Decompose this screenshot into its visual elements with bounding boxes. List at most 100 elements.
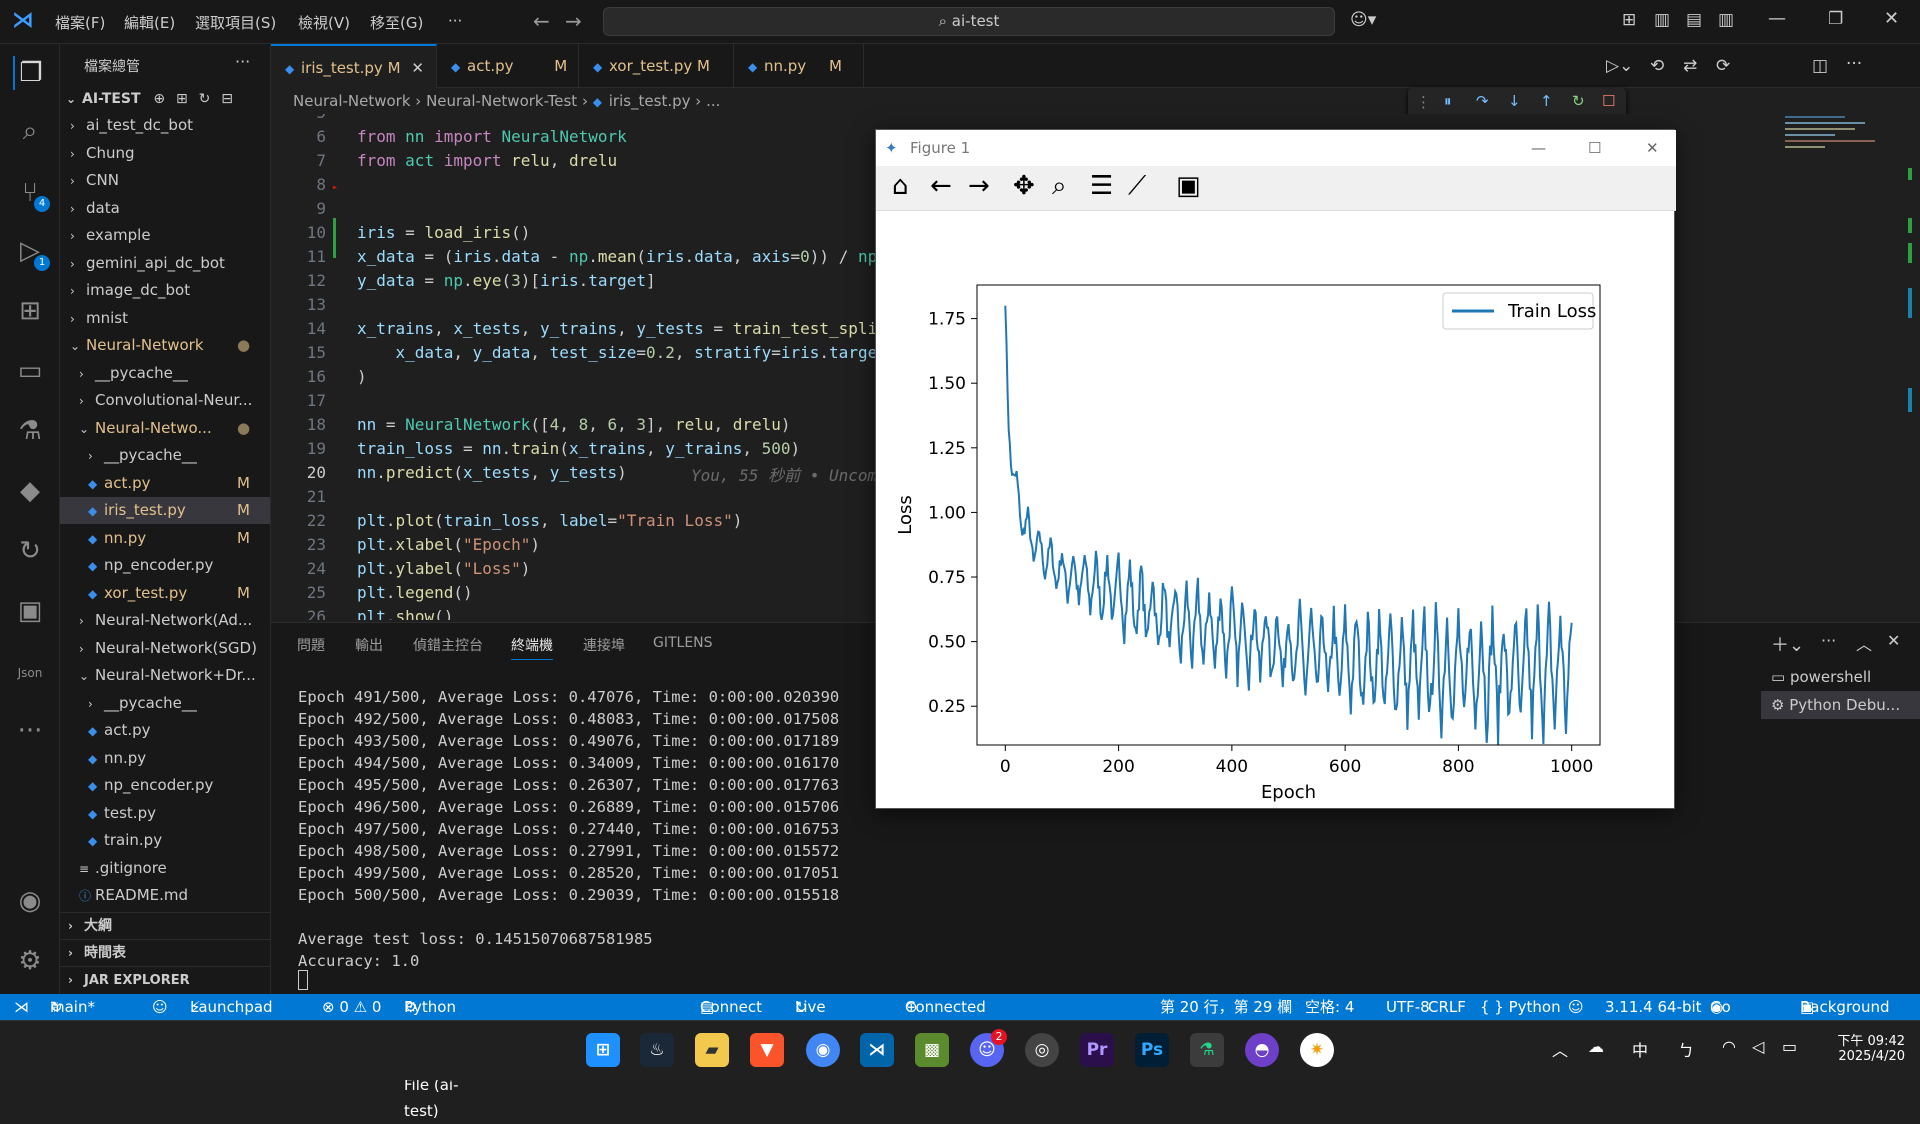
panel-more-icon[interactable]: ··· [1821, 631, 1837, 650]
premiere-icon[interactable]: Pr [1080, 1033, 1114, 1067]
tree-item[interactable]: ≡ .gitignore [60, 855, 270, 882]
python-launcher-icon[interactable]: ✷ [1300, 1033, 1334, 1067]
new-folder-icon[interactable]: ⊞ [176, 91, 188, 107]
tab-problems[interactable]: 問題 [297, 638, 325, 654]
minimize-window-icon[interactable]: — [1768, 8, 1786, 29]
menu-edit[interactable]: 編輯(E) [124, 14, 176, 32]
tree-item[interactable]: › Convolutional-Neur... [60, 387, 270, 414]
tree-item[interactable]: ◆ act.py M [60, 470, 270, 497]
toggle-secondary-sidebar-icon[interactable]: ▥ [1718, 10, 1735, 30]
copilot-status2-icon[interactable]: ☺ [1568, 998, 1584, 1016]
settings-gear-icon[interactable]: ⚙ [18, 946, 42, 976]
more-actions-icon[interactable]: ··· [1846, 54, 1863, 74]
menu-selection[interactable]: 選取項目(S) [195, 14, 277, 32]
restart-icon[interactable]: ↻ [1572, 92, 1585, 110]
compare-icon[interactable]: ⇄ [1683, 56, 1698, 76]
windows-start-icon[interactable]: ⊞ [586, 1033, 620, 1067]
more-views-icon[interactable]: ··· [17, 716, 43, 746]
refresh-icon[interactable]: ↻ [198, 91, 211, 107]
extensions-icon[interactable]: ⊞ [19, 296, 41, 326]
breadcrumb-item[interactable]: Neural-Network-Test [426, 92, 578, 110]
terminal-item-python-debug[interactable]: ⚙ Python Debu... [1761, 691, 1920, 719]
maximize-panel-icon[interactable]: ︿ [1856, 635, 1873, 654]
tree-item[interactable]: ◆ train.py [60, 827, 270, 854]
workspace-root[interactable]: ⌄ AI-TEST ⊕ ⊞ ↻ ⊟ [60, 86, 270, 112]
edit-axis-icon[interactable]: ⟋ [1128, 171, 1147, 201]
tab-xor-test[interactable]: ◆ xor_test.py M [579, 44, 734, 88]
cursor-position[interactable]: 第 20 行，第 29 欄 [1160, 998, 1293, 1016]
problems-indicator[interactable]: ⊗ 0 ⚠ 0 [322, 998, 382, 1016]
tree-item[interactable]: › example [60, 222, 270, 249]
jar-explorer-section[interactable]: › JAR EXPLORER [60, 966, 270, 993]
tree-item[interactable]: ◆ nn.py [60, 745, 270, 772]
tree-item[interactable]: ◆ act.py [60, 717, 270, 744]
discord-icon[interactable]: ☺ [970, 1033, 1004, 1067]
timeline-icon[interactable]: ⟲ [1650, 56, 1665, 76]
tab-output[interactable]: 輸出 [355, 638, 383, 654]
account-icon[interactable]: ◉ [18, 886, 42, 916]
tree-item[interactable]: › __pycache__ [60, 690, 270, 717]
tree-item[interactable]: ◆ test.py [60, 800, 270, 827]
remote-explorer-icon[interactable]: ▭ [17, 356, 43, 386]
copilot-icon[interactable]: ☺▾ [1350, 10, 1377, 30]
tree-item[interactable]: ⓘ README.md [60, 882, 270, 909]
menu-more[interactable]: ··· [448, 12, 463, 30]
close-panel-icon[interactable]: ✕ [1887, 631, 1901, 650]
figure-minimize-icon[interactable]: — [1531, 139, 1546, 157]
tray-chevron-icon[interactable]: ︿ [1552, 1041, 1569, 1060]
tree-item[interactable]: › ai_test_dc_bot [60, 112, 270, 139]
tree-item[interactable]: › __pycache__ [60, 360, 270, 387]
clock[interactable]: 下午 09:42 2025/4/20 [1825, 1030, 1905, 1064]
menu-view[interactable]: 檢視(V) [298, 14, 350, 32]
forward-icon[interactable]: → [968, 171, 990, 201]
figure-title-bar[interactable]: ✦ Figure 1 — ☐ ✕ [876, 130, 1676, 166]
ime-indicator[interactable]: 中 [1632, 1041, 1649, 1060]
step-out-icon[interactable]: ↑ [1540, 92, 1553, 110]
tree-item[interactable]: › __pycache__ [60, 442, 270, 469]
encoding[interactable]: UTF-8 [1386, 998, 1430, 1016]
github-desktop-icon[interactable]: ◓ [1245, 1033, 1279, 1067]
tree-item[interactable]: ⌄ Neural-Netwo... ● [60, 415, 270, 442]
tab-gitlens[interactable]: GITLENS [653, 635, 713, 651]
pause-icon[interactable]: ⏸ [1444, 92, 1452, 110]
command-center-search[interactable]: ⌕ ai-test [603, 7, 1335, 36]
tree-item[interactable]: ⌄ Neural-Network ● [60, 332, 270, 359]
language-mode[interactable]: { } Python [1480, 998, 1561, 1016]
photoshop-icon[interactable]: Ps [1135, 1033, 1169, 1067]
home-icon[interactable]: ⌂ [892, 171, 909, 201]
terminal-item-powershell[interactable]: ▭ powershell [1761, 663, 1920, 691]
configure-subplots-icon[interactable]: ☰ [1090, 171, 1114, 201]
obs-icon[interactable]: ◎ [1025, 1033, 1059, 1067]
tree-item[interactable]: › image_dc_bot [60, 277, 270, 304]
minimap[interactable] [1785, 114, 1905, 194]
tree-item[interactable]: ◆ nn.py M [60, 525, 270, 552]
back-arrow-icon[interactable]: ← [533, 9, 550, 33]
vscode-taskbar-icon[interactable]: ⋊ [860, 1033, 894, 1067]
tree-item[interactable]: ⌄ Neural-Network+Dr... [60, 662, 270, 689]
chrome-icon[interactable]: ◉ [806, 1033, 840, 1067]
outline-section[interactable]: › 大綱 [60, 912, 270, 939]
wifi-icon[interactable]: ◠ [1722, 1037, 1736, 1056]
step-into-icon[interactable]: ↓ [1508, 92, 1521, 110]
line-ending[interactable]: CRLF [1428, 998, 1466, 1016]
ime-mode-icon[interactable]: ㄅ [1678, 1041, 1695, 1060]
pan-icon[interactable]: ✥ [1013, 171, 1035, 201]
tree-item[interactable]: ◆ iris_test.py M [60, 497, 270, 524]
tree-item[interactable]: › Neural-Network(Ad... [60, 607, 270, 634]
collapse-all-icon[interactable]: ⊟ [221, 91, 233, 107]
tree-item[interactable]: ◆ np_encoder.py [60, 552, 270, 579]
testing-icon[interactable]: ⚗ [18, 416, 42, 446]
breadcrumb-item[interactable]: iris_test.py [608, 92, 691, 110]
toggle-sidebar-icon[interactable]: ▥ [1654, 10, 1671, 30]
tree-item[interactable]: › Neural-Network(SGD) [60, 635, 270, 662]
tree-item[interactable]: › mnist [60, 305, 270, 332]
minecraft-icon[interactable]: ▩ [915, 1033, 949, 1067]
close-icon[interactable]: ✕ [411, 59, 424, 77]
terminal-output[interactable]: Epoch 491/500, Average Loss: 0.47076, Ti… [298, 686, 839, 972]
split-editor-icon[interactable]: ◫ [1812, 56, 1829, 76]
tree-item[interactable]: › gemini_api_dc_bot [60, 250, 270, 277]
tab-iris-test[interactable]: ◆ iris_test.py M ✕ [271, 44, 437, 88]
tab-ports[interactable]: 連接埠 [583, 638, 625, 654]
tab-terminal[interactable]: 終端機 [511, 635, 553, 660]
tree-item[interactable]: ◆ xor_test.py M [60, 580, 270, 607]
